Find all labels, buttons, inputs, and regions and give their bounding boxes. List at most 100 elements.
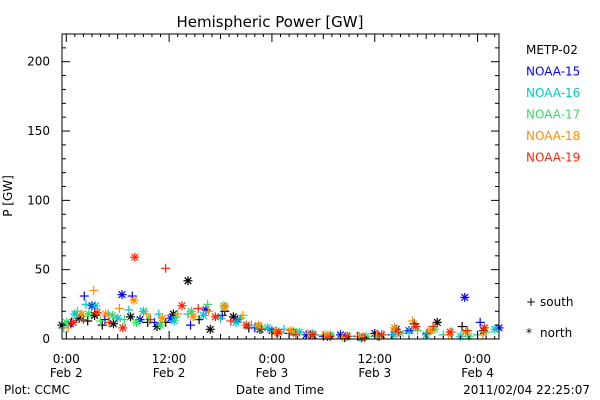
marker-legend-symbol: * (526, 326, 532, 340)
data-point-noaa-19 (359, 333, 369, 343)
y-tick-label: 150 (27, 124, 50, 138)
data-point-noaa-18 (129, 295, 139, 305)
data-point-noaa-18 (286, 326, 296, 336)
y-tick-label: 200 (27, 55, 50, 69)
data-point-noaa-19 (177, 301, 187, 311)
data-point-noaa-18 (238, 310, 248, 320)
data-point-noaa-16 (198, 310, 208, 320)
marker-legend-label: north (540, 326, 572, 340)
data-point-noaa-19 (377, 330, 387, 340)
data-point-noaa-18 (173, 309, 183, 319)
data-point-noaa-18 (77, 309, 87, 319)
marker-legend-north: * north (526, 326, 572, 340)
data-point-noaa-18 (461, 327, 471, 337)
x-tick-time: 0:00 (464, 352, 491, 366)
data-point-noaa-19 (145, 315, 155, 325)
data-point-noaa-15 (186, 320, 196, 330)
data-point-noaa-17 (203, 299, 213, 309)
data-point-noaa-19 (118, 323, 128, 333)
data-point-noaa-16 (404, 327, 414, 337)
data-point-noaa-18 (220, 302, 230, 312)
data-point-noaa-19 (394, 327, 404, 337)
data-point-metp-02 (83, 316, 93, 326)
y-tick-label: 100 (27, 193, 50, 207)
data-point-noaa-18 (63, 323, 73, 333)
legend: METP-02 NOAA-15 NOAA-16 NOAA-17 NOAA-18 NOAA-… (526, 43, 580, 165)
y-tick-label: 0 (42, 332, 50, 346)
data-point-noaa-17 (84, 309, 94, 319)
data-point-metp-02 (457, 322, 467, 332)
data-point-noaa-16 (90, 301, 100, 311)
marker-legend-symbol: + (526, 295, 536, 309)
legend-item-noaa-17: NOAA-17 (526, 108, 580, 122)
x-tick-date: Feb 3 (358, 366, 391, 380)
y-tick-label: 50 (35, 263, 50, 277)
data-point-noaa-17 (120, 315, 130, 325)
data-point-noaa-19 (257, 324, 267, 334)
data-point-noaa-19 (210, 312, 220, 322)
data-point-noaa-15 (117, 290, 127, 300)
x-tick-date: Feb 3 (256, 366, 289, 380)
data-point-noaa-18 (101, 309, 111, 319)
data-point-noaa-17 (96, 316, 106, 326)
data-point-noaa-16 (124, 305, 134, 315)
data-point-noaa-19 (92, 308, 102, 318)
data-point-noaa-18 (157, 313, 167, 323)
data-points (57, 252, 504, 343)
data-point-noaa-19 (161, 263, 171, 273)
legend-item-noaa-19: NOAA-19 (526, 151, 580, 165)
legend-item-noaa-15: NOAA-15 (526, 65, 580, 79)
data-point-noaa-18 (478, 330, 488, 340)
data-point-noaa-15 (475, 317, 485, 327)
data-point-noaa-15 (460, 292, 470, 302)
data-point-noaa-19 (479, 323, 489, 333)
data-point-noaa-16 (169, 316, 179, 326)
y-axis: 0 50 100 150 200 (27, 33, 499, 346)
legend-item-metp-02: METP-02 (526, 43, 578, 57)
data-point-noaa-18 (407, 316, 417, 326)
x-tick-time: 12:00 (357, 352, 392, 366)
data-point-noaa-15 (79, 291, 89, 301)
data-point-noaa-19 (104, 317, 114, 327)
marker-legend-south: + south (526, 295, 574, 309)
data-point-noaa-18 (89, 285, 99, 295)
x-tick-time: 0:00 (53, 352, 80, 366)
data-point-noaa-19 (193, 304, 203, 313)
plot-source: Plot: CCMC (4, 383, 70, 397)
data-point-noaa-19 (462, 326, 472, 336)
data-point-metp-02 (432, 317, 442, 327)
data-point-noaa-18 (425, 326, 435, 336)
data-point-noaa-18 (188, 312, 198, 322)
data-point-metp-02 (97, 320, 107, 330)
data-point-metp-02 (205, 324, 215, 334)
marker-legend-label: south (540, 295, 574, 309)
data-point-noaa-19 (68, 317, 78, 327)
plot-timestamp: 2011/02/04 22:25:07 (463, 383, 590, 397)
data-point-noaa-19 (291, 330, 301, 340)
data-point-noaa-19 (130, 252, 140, 262)
data-point-metp-02 (183, 276, 193, 286)
data-point-noaa-18 (114, 304, 124, 313)
data-point-noaa-19 (241, 320, 251, 330)
data-point-noaa-17 (156, 320, 166, 330)
data-point-noaa-19 (78, 315, 88, 325)
data-point-noaa-18 (142, 309, 152, 319)
data-point-noaa-19 (308, 330, 318, 340)
data-point-noaa-16 (490, 324, 500, 334)
chart-title: Hemispheric Power [GW] (177, 13, 364, 31)
data-point-noaa-16 (263, 323, 273, 333)
plot-frame (61, 33, 500, 340)
x-axis-label: Date and Time (236, 383, 324, 397)
data-point-noaa-18 (320, 330, 330, 340)
y-axis-label: P [GW] (1, 175, 15, 217)
x-tick-date: Feb 4 (461, 366, 494, 380)
data-point-noaa-18 (204, 306, 214, 316)
legend-item-noaa-16: NOAA-16 (526, 86, 580, 100)
legend-item-noaa-18: NOAA-18 (526, 129, 580, 143)
data-point-noaa-19 (445, 327, 455, 337)
x-tick-date: Feb 2 (50, 366, 83, 380)
data-point-noaa-18 (389, 323, 399, 333)
data-point-noaa-19 (428, 322, 438, 332)
